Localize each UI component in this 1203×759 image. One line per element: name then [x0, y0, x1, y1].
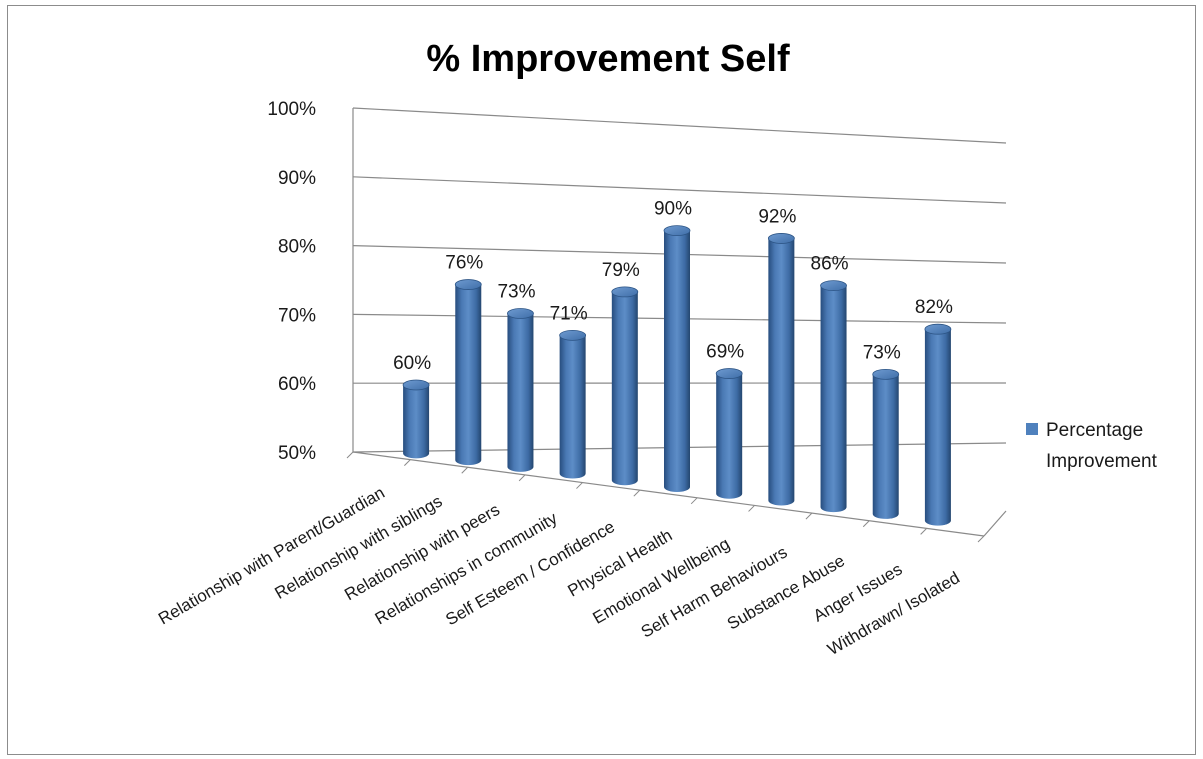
bar-body	[716, 373, 743, 499]
bar: 73%	[497, 281, 536, 472]
legend: Percentage Improvement	[1026, 420, 1158, 472]
y-axis-ticks: 50% 60% 70% 80% 90% 100%	[267, 99, 316, 464]
legend-label-line2: Improvement	[1046, 451, 1158, 472]
bar: 73%	[863, 342, 901, 519]
bar: 82%	[915, 297, 953, 526]
gridline	[352, 176, 1007, 204]
data-label: 86%	[811, 254, 849, 275]
y-tick-label: 70%	[278, 305, 316, 326]
bar-body	[611, 291, 638, 486]
data-label: 76%	[445, 253, 483, 274]
data-label: 69%	[706, 342, 744, 363]
bar: 92%	[758, 206, 796, 506]
data-label: 71%	[550, 303, 588, 324]
bar-body	[820, 285, 847, 513]
data-label: 73%	[863, 342, 901, 363]
data-label: 60%	[393, 353, 431, 374]
x-tick-mark	[805, 512, 813, 520]
y-tick-label: 80%	[278, 237, 316, 258]
bar-body	[924, 329, 951, 526]
y-tick-label: 100%	[267, 99, 316, 120]
bar-cap	[559, 329, 587, 341]
bar: 79%	[602, 260, 640, 486]
bar: 60%	[393, 353, 431, 459]
bar-body	[455, 284, 482, 466]
y-tick-label: 90%	[278, 168, 316, 189]
bar-body	[403, 384, 430, 459]
bar-body	[559, 335, 586, 479]
legend-swatch	[1026, 423, 1038, 435]
x-tick-mark	[461, 466, 469, 474]
bar-body	[664, 230, 690, 492]
x-tick-mark	[346, 451, 354, 459]
data-label: 73%	[497, 281, 535, 302]
x-tick-mark	[404, 459, 411, 466]
bar-cap	[454, 279, 482, 290]
bar-cap	[611, 286, 639, 298]
bar: 76%	[445, 253, 483, 466]
data-label: 79%	[602, 260, 640, 281]
x-tick-mark	[920, 528, 927, 535]
x-tick-mark	[518, 474, 526, 482]
x-tick-mark	[862, 520, 870, 528]
bar-cap	[767, 233, 795, 244]
bar-cap	[507, 308, 534, 319]
data-label: 90%	[654, 199, 692, 220]
bar-body	[872, 374, 899, 519]
floor-right-edge	[983, 510, 1007, 537]
x-tick-mark	[576, 482, 583, 489]
chart-title: % Improvement Self	[426, 38, 790, 80]
bar-body	[768, 238, 795, 506]
bar-body	[507, 313, 534, 472]
bar: 86%	[811, 254, 849, 513]
front-floor-edge	[352, 451, 985, 537]
bar-cap	[715, 368, 743, 379]
x-tick-mark	[748, 505, 755, 512]
bar-cap	[872, 368, 900, 380]
legend-label-line1: Percentage	[1046, 420, 1143, 441]
x-tick-mark	[690, 497, 698, 505]
chart-canvas: % Improvement Self 50% 60% 70% 80% 90% 100% 6…	[155, 38, 1158, 659]
x-tick-mark	[633, 489, 641, 497]
chart-frame: % Improvement Self 50% 60% 70% 80% 90% 100% 6…	[7, 5, 1196, 755]
y-tick-label: 50%	[278, 443, 316, 464]
bars: 60% 76% 73% 71% 79% 90% 69% 92% 86% 73% 82%	[393, 199, 953, 526]
data-label: 92%	[758, 206, 796, 227]
y-tick-label: 60%	[278, 374, 316, 395]
gridline	[352, 107, 1007, 144]
data-label: 82%	[915, 297, 953, 318]
bar-cap	[663, 225, 691, 237]
category-label: Substance Abuse	[724, 551, 848, 634]
bar-cap	[924, 323, 952, 335]
bar-cap	[402, 379, 430, 391]
bar: 71%	[550, 303, 588, 479]
bar: 69%	[706, 342, 744, 499]
bar-cap	[820, 280, 847, 292]
bar: 90%	[654, 199, 692, 492]
x-tick-mark	[977, 535, 985, 543]
